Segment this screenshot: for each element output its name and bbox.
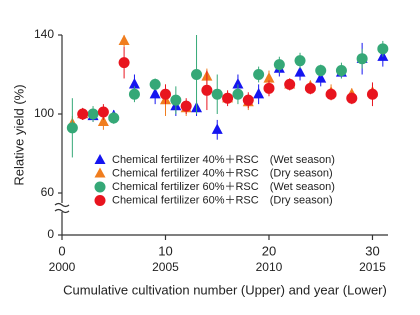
legend-label: Chemical fertilizer 40%＋RSC (Wet season) [112, 154, 335, 166]
y-tick-label: 140 [34, 27, 54, 41]
legend-label: Chemical fertilizer 40%＋RSC (Dry season) [112, 167, 333, 179]
legend-label: Chemical fertilizer 60%＋RSC (Dry season) [112, 194, 333, 206]
point [159, 88, 171, 100]
break-gap [55, 203, 69, 212]
y-axis-label: Relative yield (%) [11, 84, 26, 185]
point [253, 87, 265, 99]
point [222, 92, 234, 104]
point [211, 123, 223, 134]
y-tick-label: 100 [34, 106, 54, 120]
legend-marker [94, 167, 106, 178]
y-tick-label: 0 [47, 227, 54, 241]
series [66, 35, 389, 158]
point [170, 94, 182, 106]
point [263, 82, 275, 94]
point [201, 84, 213, 96]
x-tick-label: 10 [158, 243, 172, 258]
legend-marker [94, 195, 106, 206]
point [97, 115, 109, 127]
x-tick-year: 2010 [256, 260, 283, 274]
axis-break [54, 202, 70, 214]
point [346, 92, 358, 104]
point [356, 53, 368, 65]
point [118, 57, 130, 69]
x-tick-year: 2000 [49, 260, 76, 274]
point [242, 94, 254, 106]
point [232, 88, 244, 100]
legend: Chemical fertilizer 40%＋RSC (Wet season)… [94, 154, 335, 206]
x-tick-label: 20 [262, 243, 276, 258]
point [149, 87, 161, 99]
y-tick-label: 60 [41, 185, 55, 199]
point [325, 88, 337, 100]
x-tick-year: 2005 [152, 260, 179, 274]
point [253, 69, 265, 80]
point [232, 78, 244, 89]
break-mark [54, 208, 70, 214]
point [66, 122, 78, 134]
point [366, 88, 378, 100]
point [211, 88, 223, 100]
x-tick-label: 30 [365, 243, 379, 258]
point [304, 82, 316, 94]
point [315, 72, 327, 83]
point [294, 66, 306, 77]
point [118, 34, 130, 46]
series [77, 46, 378, 120]
point [97, 106, 109, 118]
point [128, 88, 140, 100]
point [180, 100, 192, 112]
point [335, 65, 347, 77]
point [263, 72, 275, 83]
break-mark [54, 202, 70, 208]
x-axis-label: Cumulative cultivation number (Upper) an… [63, 282, 387, 297]
point [149, 78, 161, 90]
point [294, 55, 306, 67]
point [87, 108, 99, 120]
point [377, 43, 389, 55]
point [191, 69, 203, 80]
x-tick-year: 2015 [359, 260, 386, 274]
axes [61, 35, 388, 236]
point [284, 78, 296, 90]
point [128, 78, 140, 89]
legend-marker [94, 154, 106, 164]
point [315, 65, 327, 77]
point [108, 112, 120, 124]
x-tick-label: 0 [58, 243, 65, 258]
point [273, 59, 285, 71]
legend-marker [94, 181, 106, 193]
point [77, 108, 89, 120]
legend-label: Chemical fertilizer 60%＋RSC (Wet season) [112, 181, 335, 193]
